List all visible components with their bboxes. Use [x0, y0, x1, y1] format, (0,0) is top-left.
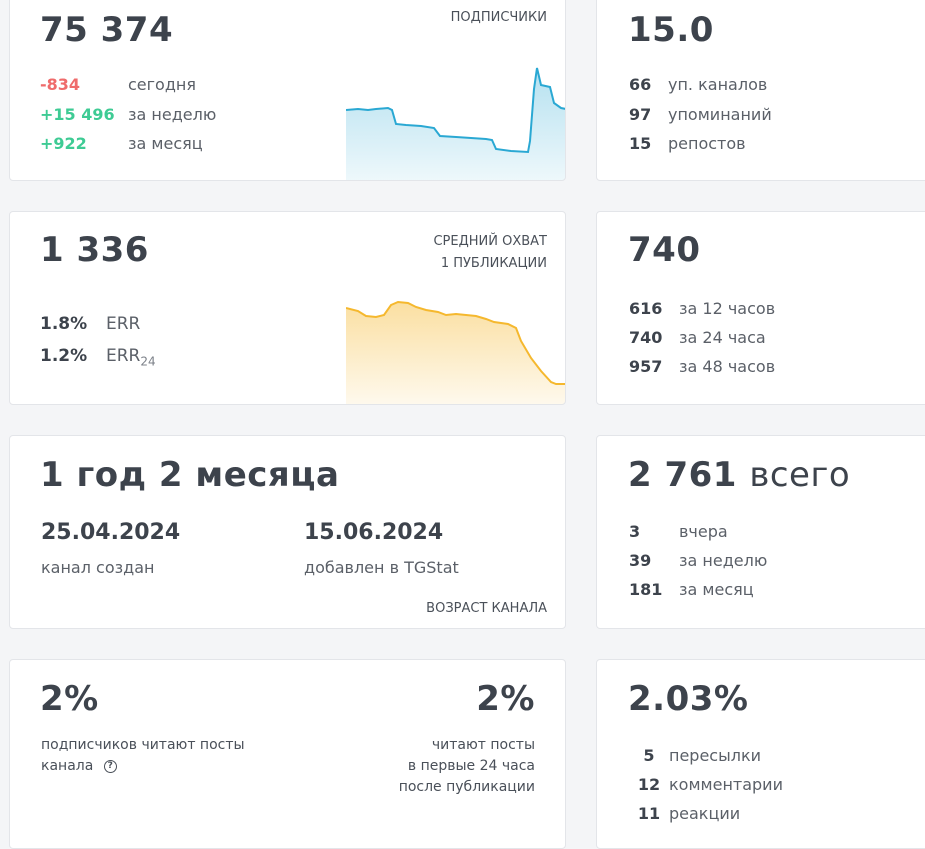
- readers-left-value: 2%: [40, 679, 99, 719]
- citation-reposts-label: репостов: [668, 134, 746, 153]
- posts-month-label: за месяц: [679, 580, 754, 599]
- citation-mentions-value: 97: [629, 105, 652, 124]
- subscribers-week-row: +15 496 за неделю: [40, 103, 216, 127]
- post-views-card[interactable]: 740 616 за 12 часов 740 за 24 часа 957 за 4…: [596, 211, 925, 405]
- views-24h-value: 740: [629, 328, 663, 347]
- readers-card[interactable]: 2% подписчиков читают посты канала ? 2% …: [9, 659, 566, 849]
- readers-left-label-line2: канала: [41, 758, 94, 774]
- err-label: ERR: [106, 314, 141, 334]
- posts-total-suffix: всего: [749, 455, 851, 495]
- created-date: 25.04.2024: [41, 520, 181, 545]
- posts-yesterday-row: 3 вчера: [629, 520, 728, 544]
- channel-age-card[interactable]: 1 год 2 месяца 25.04.2024 канал создан 1…: [9, 435, 566, 629]
- err24-subscript: 24: [140, 354, 156, 369]
- subscribers-sparkline: [346, 67, 565, 180]
- citation-mentions-label: упоминаний: [668, 105, 772, 124]
- subscribers-card[interactable]: 75 374 ПОДПИСЧИКИ -834 сегодня +15 496 за …: [9, 0, 566, 181]
- citation-channels-row: 66 уп. каналов: [629, 73, 767, 97]
- views-12h-row: 616 за 12 часов: [629, 297, 775, 321]
- engagement-reactions-value: 11: [637, 804, 661, 823]
- readers-right-label: читают посты в первые 24 часа после публ…: [399, 735, 535, 798]
- subscribers-month-label: за месяц: [128, 134, 203, 153]
- err24-row: 1.2% ERR24: [40, 344, 156, 368]
- engagement-forwards-label: пересылки: [669, 746, 762, 765]
- readers-left-label: подписчиков читают посты канала ?: [41, 735, 245, 777]
- subscribers-today-value: -834: [40, 75, 81, 94]
- average-reach-label-line2: 1 ПУБЛИКАЦИИ: [440, 256, 547, 271]
- channel-age-label: ВОЗРАСТ КАНАЛА: [426, 601, 547, 616]
- posts-total-value: 2 761: [628, 455, 737, 495]
- citation-index-card[interactable]: 15.0 66 уп. каналов 97 упоминаний 15 репост…: [596, 0, 925, 181]
- posts-month-value: 181: [629, 580, 663, 599]
- subscribers-week-value: +15 496: [40, 105, 115, 124]
- citation-reposts-row: 15 репостов: [629, 132, 746, 156]
- post-views-value: 740: [628, 230, 701, 270]
- posts-total: 2 761 всего: [628, 455, 850, 495]
- posts-week-label: за неделю: [679, 551, 768, 570]
- engagement-forwards-row: 5 пересылки: [629, 744, 761, 768]
- subscribers-week-label: за неделю: [128, 105, 217, 124]
- average-reach-sparkline: [346, 300, 565, 404]
- views-48h-value: 957: [629, 357, 663, 376]
- views-12h-value: 616: [629, 299, 663, 318]
- views-24h-label: за 24 часа: [679, 328, 766, 347]
- views-24h-row: 740 за 24 часа: [629, 326, 766, 350]
- citation-channels-value: 66: [629, 75, 652, 94]
- readers-left-label-line1: подписчиков читают посты: [41, 737, 245, 753]
- subscribers-month-value: +922: [40, 134, 87, 153]
- views-48h-label: за 48 часов: [679, 357, 776, 376]
- posts-count-card[interactable]: 2 761 всего 3 вчера 39 за неделю 181 за мес…: [596, 435, 925, 629]
- citation-reposts-value: 15: [629, 134, 652, 153]
- posts-week-row: 39 за неделю: [629, 549, 767, 573]
- question-circle-icon[interactable]: ?: [103, 759, 117, 773]
- channel-age-value: 1 год 2 месяца: [40, 455, 340, 495]
- err24-label: ERR: [106, 346, 141, 366]
- subscribers-month-row: +922 за месяц: [40, 132, 203, 156]
- engagement-forwards-value: 5: [643, 746, 655, 765]
- err24-value: 1.2%: [40, 346, 88, 366]
- err-value: 1.8%: [40, 314, 88, 334]
- readers-right-label-line3: после публикации: [398, 779, 535, 795]
- average-reach-label: СРЕДНИЙ ОХВАТ 1 ПУБЛИКАЦИИ: [433, 231, 547, 275]
- engagement-reactions-label: реакции: [669, 804, 741, 823]
- subscribers-label: ПОДПИСЧИКИ: [450, 10, 547, 25]
- subscribers-today-row: -834 сегодня: [40, 73, 196, 97]
- citation-mentions-row: 97 упоминаний: [629, 103, 772, 127]
- readers-right-label-line1: читают посты: [431, 737, 535, 753]
- readers-right-label-line2: в первые 24 часа: [407, 758, 535, 774]
- readers-right-value: 2%: [476, 679, 535, 719]
- citation-index-value: 15.0: [628, 10, 714, 50]
- subscribers-today-label: сегодня: [128, 75, 196, 94]
- posts-month-row: 181 за месяц: [629, 578, 754, 602]
- engagement-comments-label: комментарии: [669, 775, 783, 794]
- average-reach-card[interactable]: 1 336 СРЕДНИЙ ОХВАТ 1 ПУБЛИКАЦИИ 1.8% ERR…: [9, 211, 566, 405]
- added-label: добавлен в TGStat: [304, 558, 459, 577]
- err-row: 1.8% ERR: [40, 312, 140, 336]
- engagement-comments-row: 12 комментарии: [629, 773, 783, 797]
- engagement-comments-value: 12: [637, 775, 661, 794]
- views-48h-row: 957 за 48 часов: [629, 355, 775, 379]
- subscribers-count: 75 374: [40, 10, 174, 50]
- engagement-reactions-row: 11 реакции: [629, 802, 740, 826]
- posts-week-value: 39: [629, 551, 652, 570]
- created-label: канал создан: [41, 558, 155, 577]
- engagement-card[interactable]: 2.03% 5 пересылки 12 комментарии 11 реакции: [596, 659, 925, 849]
- posts-yesterday-label: вчера: [679, 522, 728, 541]
- views-12h-label: за 12 часов: [679, 299, 776, 318]
- posts-yesterday-value: 3: [629, 522, 641, 541]
- added-date: 15.06.2024: [304, 520, 444, 545]
- engagement-value: 2.03%: [628, 679, 749, 719]
- citation-channels-label: уп. каналов: [668, 75, 768, 94]
- average-reach-value: 1 336: [40, 230, 149, 270]
- average-reach-label-line1: СРЕДНИЙ ОХВАТ: [433, 234, 547, 249]
